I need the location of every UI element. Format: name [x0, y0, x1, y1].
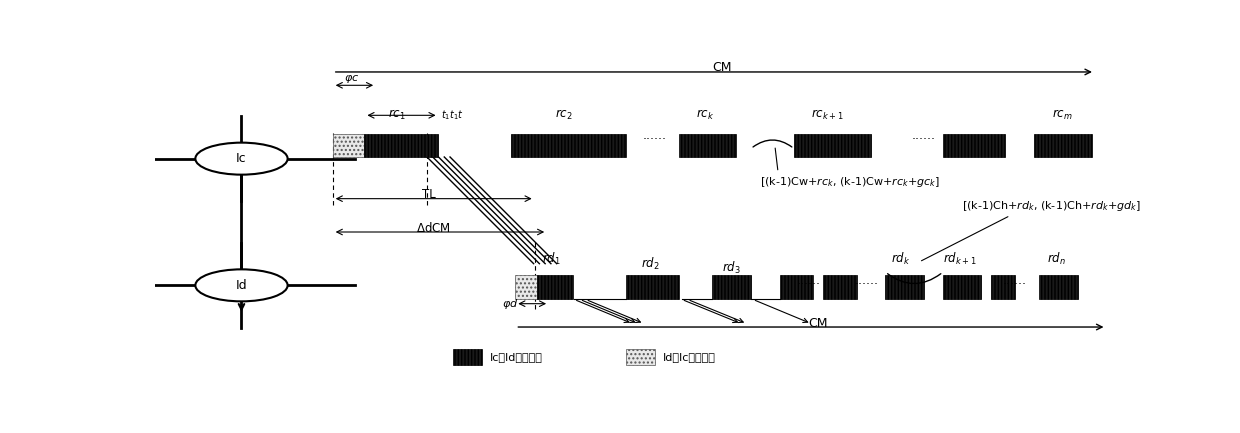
Bar	[511, 134, 626, 157]
Bar	[991, 275, 1016, 299]
Text: $rc_m$: $rc_m$	[1052, 108, 1073, 123]
Text: Ic: Ic	[236, 152, 247, 165]
Text: $rc_k$: $rc_k$	[696, 108, 714, 123]
Text: ......: ......	[854, 274, 878, 287]
Bar	[678, 134, 737, 157]
Circle shape	[196, 142, 288, 174]
Text: $rd_3$: $rd_3$	[722, 260, 742, 276]
Bar	[537, 275, 573, 299]
Text: $rd_2$: $rd_2$	[641, 255, 660, 272]
Text: Id: Id	[236, 279, 247, 292]
Text: ......: ......	[1003, 274, 1027, 287]
Text: CM: CM	[808, 317, 828, 330]
Text: $t_1 t_1 t$: $t_1 t_1 t$	[441, 108, 465, 122]
Text: Id到Ic方向红灯: Id到Ic方向红灯	[662, 352, 715, 362]
Text: $\varphi c$: $\varphi c$	[345, 73, 360, 84]
Text: CM: CM	[712, 61, 732, 74]
Circle shape	[196, 269, 288, 301]
Bar	[516, 275, 537, 299]
Text: [(k-1)Cw+$rc_k$, (k-1)Cw+$rc_k$+$gc_k$]: [(k-1)Cw+$rc_k$, (k-1)Cw+$rc_k$+$gc_k$]	[760, 148, 940, 189]
Bar	[942, 134, 1006, 157]
Text: ......: ......	[911, 129, 936, 142]
Text: $rd_1$: $rd_1$	[542, 251, 560, 267]
Bar	[626, 275, 678, 299]
Bar	[332, 134, 365, 157]
Bar	[712, 275, 751, 299]
Text: Ic到Id方向红灯: Ic到Id方向红灯	[490, 352, 542, 362]
Text: $\Delta$dCM: $\Delta$dCM	[417, 221, 451, 235]
Bar	[885, 275, 924, 299]
Bar	[453, 349, 481, 365]
Bar	[365, 134, 439, 157]
Bar	[1039, 275, 1078, 299]
Text: $rd_n$: $rd_n$	[1047, 251, 1066, 267]
Text: ......: ......	[642, 129, 667, 142]
Text: $rc_2$: $rc_2$	[554, 108, 573, 123]
Bar	[823, 275, 857, 299]
Bar	[1034, 134, 1092, 157]
Text: [(k-1)Ch+$rd_k$, (k-1)Ch+$rd_k$+$gd_k$]: [(k-1)Ch+$rd_k$, (k-1)Ch+$rd_k$+$gd_k$]	[921, 199, 1141, 261]
Bar	[626, 349, 655, 365]
Text: TL: TL	[422, 188, 435, 201]
Bar	[942, 275, 982, 299]
Text: $rc_{k+1}$: $rc_{k+1}$	[811, 108, 844, 123]
Text: $rd_{k+1}$: $rd_{k+1}$	[942, 251, 976, 267]
Text: $\varphi d$: $\varphi d$	[502, 297, 518, 311]
Text: $rc_1$: $rc_1$	[388, 108, 405, 123]
Text: $rd_k$: $rd_k$	[892, 251, 910, 267]
Bar	[780, 275, 813, 299]
Bar	[794, 134, 870, 157]
Text: ......: ......	[796, 274, 821, 287]
